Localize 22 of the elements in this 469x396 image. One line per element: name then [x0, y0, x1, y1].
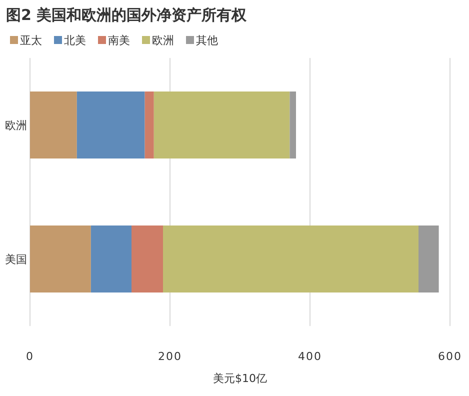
legend-label: 北美 [64, 34, 86, 47]
x-tick-label: 0 [26, 350, 34, 363]
bar [90, 226, 132, 292]
bar [30, 92, 77, 158]
bar [163, 226, 418, 292]
legend-label: 其他 [196, 34, 218, 47]
bar [132, 226, 163, 292]
x-tick-label: 600 [438, 350, 462, 363]
legend-label: 亚太 [20, 34, 42, 47]
legend-label: 欧洲 [152, 34, 174, 47]
bar [154, 92, 290, 158]
bar [418, 226, 439, 292]
chart-title: 图2 美国和欧洲的国外净资产所有权 [6, 6, 248, 24]
bar [30, 226, 91, 292]
y-tick-label: 美国 [5, 253, 27, 266]
x-tick-label: 400 [298, 350, 322, 363]
bar [76, 92, 145, 158]
x-axis-title: 美元$10亿 [213, 372, 267, 385]
legend-label: 南美 [108, 34, 130, 47]
bar [144, 92, 154, 158]
bar [290, 92, 296, 158]
x-tick-label: 200 [158, 350, 182, 363]
